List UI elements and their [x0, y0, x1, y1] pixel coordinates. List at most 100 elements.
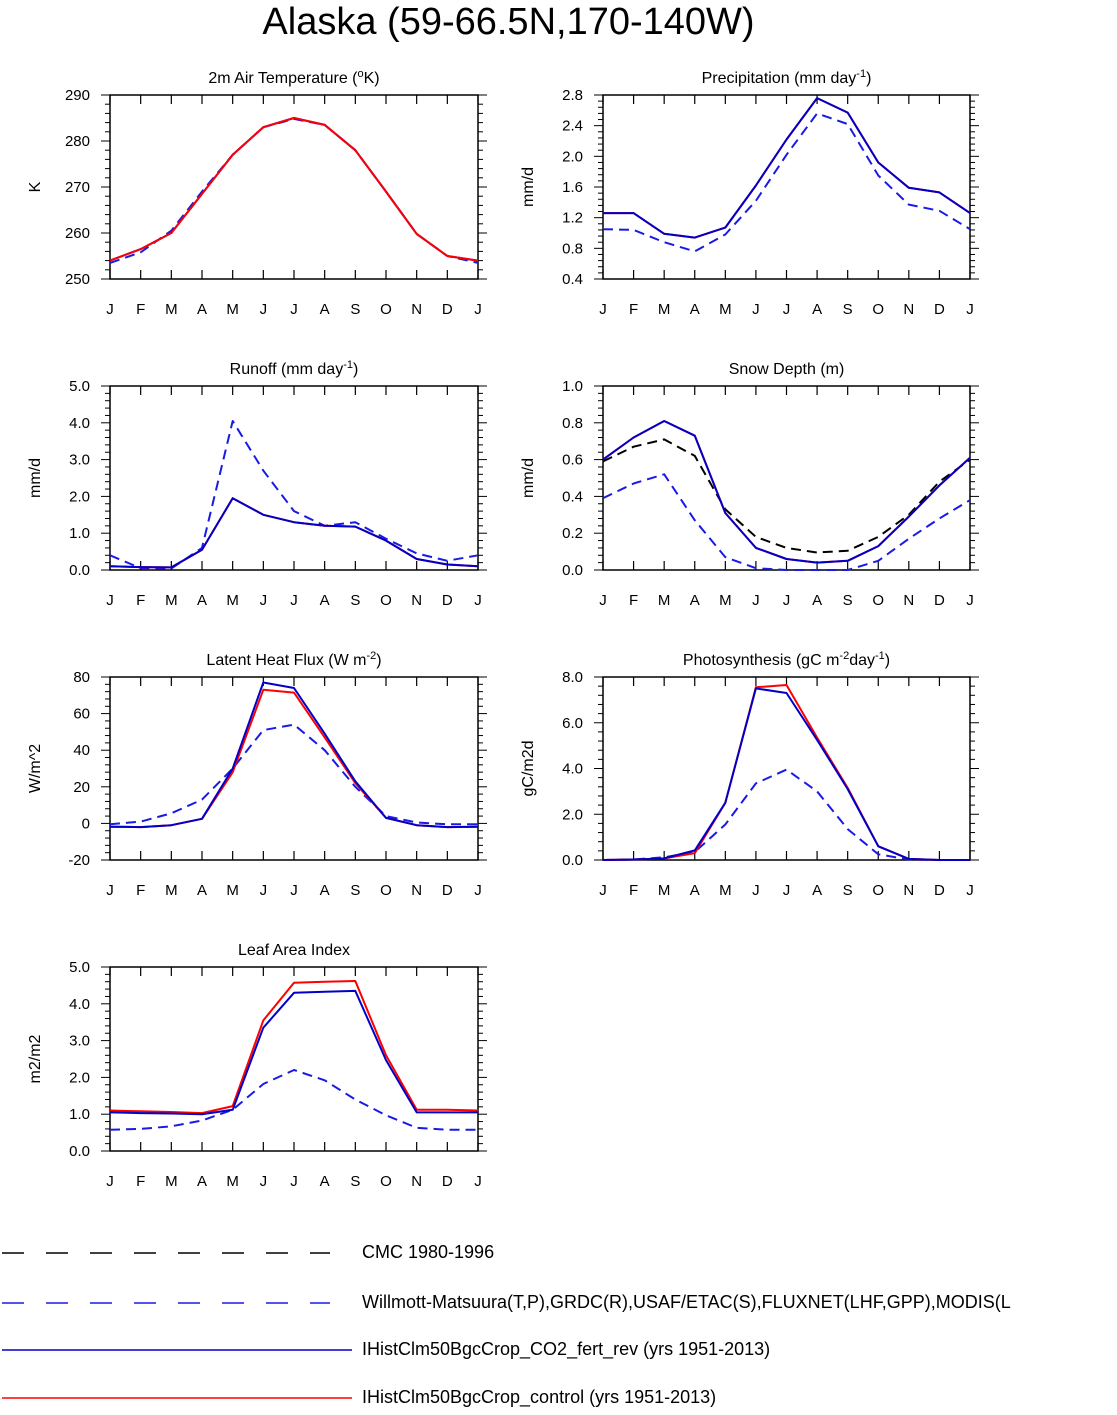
- x-tick-label: D: [442, 301, 453, 318]
- page-title: Alaska (59-66.5N,170-140W): [262, 1, 755, 43]
- y-tick-label: 280: [65, 133, 90, 150]
- x-tick-label: J: [783, 301, 791, 318]
- x-tick-label: M: [658, 301, 671, 318]
- panel-title: Leaf Area Index: [238, 942, 350, 959]
- y-tick-label: 2.0: [562, 148, 583, 165]
- y-tick-label: 2.0: [69, 488, 90, 505]
- y-tick-label: 5.0: [69, 959, 90, 976]
- x-tick-label: J: [260, 301, 268, 318]
- x-tick-label: A: [812, 882, 822, 899]
- series-line-control: [602, 684, 970, 861]
- y-axis-label: gC/m2d: [520, 740, 537, 796]
- axis-frame: [602, 676, 971, 861]
- x-tick-label: A: [812, 301, 822, 318]
- x-tick-label: F: [136, 301, 145, 318]
- x-tick-label: M: [658, 592, 671, 609]
- series-line-obs: [602, 768, 970, 861]
- x-tick-label: D: [934, 592, 945, 609]
- x-tick-label: J: [599, 592, 607, 609]
- x-tick-label: A: [320, 882, 330, 899]
- y-tick-label: 0.0: [69, 562, 90, 579]
- y-tick-label: 0.4: [562, 488, 583, 505]
- x-tick-label: M: [165, 592, 178, 609]
- x-tick-label: J: [966, 882, 974, 899]
- x-tick-label: D: [934, 882, 945, 899]
- y-tick-label: 4.0: [69, 415, 90, 432]
- legend-line-co2: [2, 1349, 352, 1351]
- y-tick-label: 1.0: [69, 1106, 90, 1123]
- y-tick-label: 0.8: [562, 415, 583, 432]
- series-line-co2: [602, 420, 971, 564]
- legend-item-co2: IHistClm50BgcCrop_CO2_fert_rev (yrs 1951…: [0, 1337, 1117, 1367]
- y-tick-label: 4.0: [562, 761, 583, 778]
- x-tick-label: A: [690, 592, 700, 609]
- y-tick-label: 60: [73, 706, 90, 723]
- y-tick-label: 2.0: [69, 1069, 90, 1086]
- series-line-obs: [602, 112, 971, 253]
- x-tick-label: M: [719, 882, 732, 899]
- panel-title: Runoff (mm day-1): [230, 359, 359, 378]
- y-tick-label: 2.0: [562, 806, 583, 823]
- y-tick-label: 3.0: [69, 452, 90, 469]
- y-tick-label: 250: [65, 271, 90, 288]
- x-tick-label: D: [442, 1173, 453, 1190]
- x-tick-label: M: [165, 882, 178, 899]
- panel-title: 2m Air Temperature (oK): [208, 68, 379, 87]
- x-tick-label: J: [290, 301, 298, 318]
- axis-frame: [109, 94, 479, 280]
- panel-5: Photosynthesis (gC m-2day-1) J F M A M J J A S O N D…: [520, 650, 979, 899]
- x-tick-label: N: [411, 592, 422, 609]
- y-tick-label: 2.8: [562, 87, 583, 104]
- y-tick-label: 2.4: [562, 118, 583, 135]
- x-tick-label: M: [719, 301, 732, 318]
- series-line-control: [602, 420, 971, 564]
- axis-frame: [602, 385, 971, 571]
- x-tick-label: M: [226, 592, 239, 609]
- legend-label-co2: IHistClm50BgcCrop_CO2_fert_rev (yrs 1951…: [362, 1339, 771, 1359]
- x-tick-label: J: [290, 882, 298, 899]
- x-tick-label: N: [411, 882, 422, 899]
- x-tick-label: N: [411, 301, 422, 318]
- x-tick-label: S: [350, 1173, 360, 1190]
- x-tick-label: O: [380, 882, 392, 899]
- legend-line-obs: [2, 1302, 330, 1304]
- x-tick-label: S: [350, 592, 360, 609]
- y-tick-label: 1.0: [69, 525, 90, 542]
- legend-line-cmc: [2, 1252, 330, 1254]
- series-line-obs: [109, 117, 479, 264]
- x-tick-label: F: [629, 882, 638, 899]
- y-tick-label: 80: [73, 669, 90, 686]
- x-tick-label: J: [966, 301, 974, 318]
- y-tick-label: 0: [82, 815, 90, 832]
- y-tick-label: 0.2: [562, 525, 583, 542]
- series-line-co2: [603, 97, 971, 239]
- x-tick-label: J: [752, 882, 760, 899]
- x-tick-label: J: [474, 882, 482, 899]
- x-tick-label: A: [320, 1173, 330, 1190]
- y-tick-label: 8.0: [562, 669, 583, 686]
- series-line-obs: [109, 420, 479, 570]
- panel-title: Photosynthesis (gC m-2day-1): [683, 650, 890, 669]
- legend-line-control: [2, 1397, 352, 1399]
- x-tick-label: J: [474, 592, 482, 609]
- y-tick-label: 20: [73, 779, 90, 796]
- axis-frame: [602, 94, 971, 280]
- x-tick-label: J: [106, 592, 114, 609]
- series-line-obs: [109, 1069, 478, 1131]
- x-tick-label: J: [599, 882, 607, 899]
- y-axis-label: K: [27, 181, 44, 192]
- legend-label-obs: Willmott-Matsuura(T,P),GRDC(R),USAF/ETAC…: [362, 1292, 1011, 1312]
- series-line-co2: [109, 497, 479, 569]
- series-line-co2: [109, 989, 478, 1116]
- x-tick-label: A: [690, 882, 700, 899]
- x-tick-label: J: [260, 592, 268, 609]
- x-tick-label: S: [843, 592, 853, 609]
- x-tick-label: F: [136, 592, 145, 609]
- x-tick-label: N: [903, 592, 914, 609]
- panel-2: Runoff (mm day-1) J F M A M J J A S O N D J 0.0 1.0 2.0 3…: [27, 359, 487, 609]
- x-tick-label: F: [136, 882, 145, 899]
- x-tick-label: O: [872, 592, 884, 609]
- x-tick-label: O: [872, 301, 884, 318]
- y-axis-label: mm/d: [520, 458, 537, 498]
